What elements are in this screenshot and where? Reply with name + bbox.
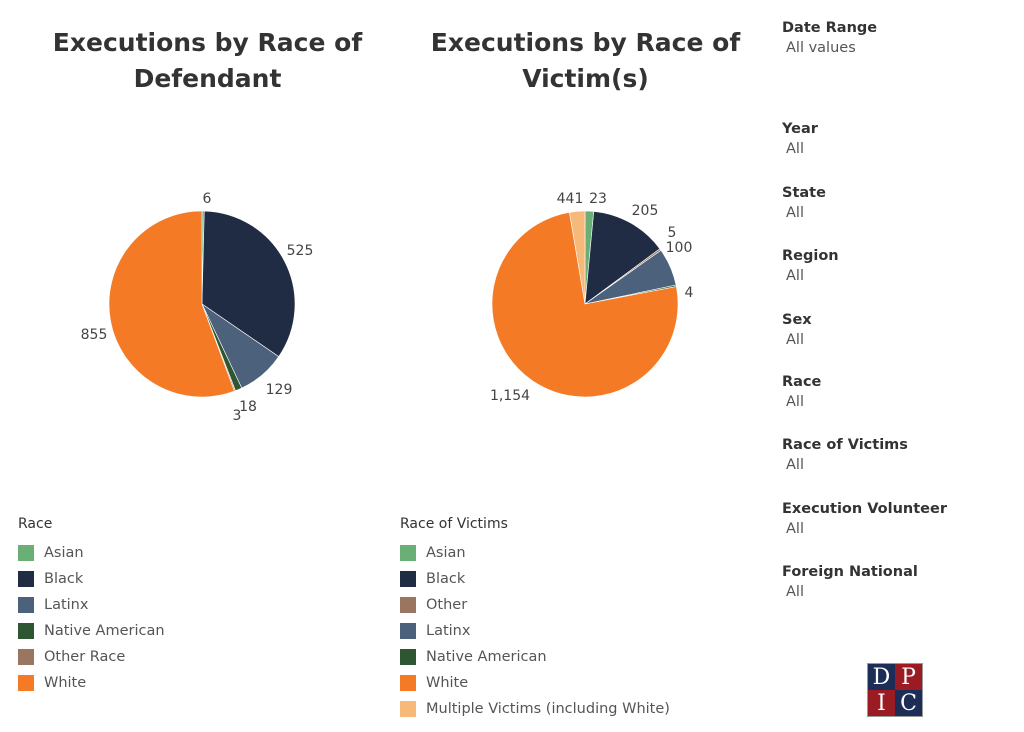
data-label: 1,154 (490, 388, 530, 404)
legend-label: Latinx (426, 623, 471, 639)
legend-swatch (400, 701, 416, 717)
legend-swatch (18, 545, 34, 561)
legend-item[interactable]: White (18, 670, 165, 696)
filter-year[interactable]: Year All (782, 121, 1012, 157)
data-label: 5 (668, 225, 677, 241)
filter-race[interactable]: Race All (782, 374, 1012, 410)
legend-item[interactable]: Multiple Victims (including White) (400, 696, 670, 722)
filter-value[interactable]: All values (786, 40, 856, 56)
data-label: 205 (632, 203, 659, 219)
filter-date-range[interactable]: Date Range All values (782, 20, 1012, 56)
filter-value[interactable]: All (786, 268, 804, 284)
data-label: 441 (557, 191, 584, 207)
legend-swatch (400, 649, 416, 665)
legend-swatch (18, 649, 34, 665)
legend-label: Other (426, 597, 468, 613)
legend-label: Native American (44, 623, 165, 639)
chart-title-defendant: Executions by Race of Defendant (52, 28, 363, 93)
legend-item[interactable]: Black (400, 566, 670, 592)
legend-swatch (18, 675, 34, 691)
legend-label: White (426, 675, 469, 691)
legend-label: Black (44, 571, 84, 587)
pie-slice-white[interactable] (491, 211, 679, 398)
legend-label: Native American (426, 649, 547, 665)
legend-title: Race of Victims (400, 516, 508, 532)
legend-item[interactable]: Native American (400, 644, 670, 670)
legend-swatch (18, 571, 34, 587)
legend-swatch (400, 675, 416, 691)
legend-item[interactable]: Latinx (18, 592, 165, 618)
legend-label: White (44, 675, 87, 691)
filter-value[interactable]: All (786, 394, 804, 410)
legend-title: Race (18, 516, 53, 532)
filter-value[interactable]: All (786, 141, 804, 157)
filter-value[interactable]: All (786, 205, 804, 221)
legend-swatch (18, 597, 34, 613)
pie-slice-black[interactable] (584, 211, 661, 305)
filter-value[interactable]: All (786, 521, 804, 537)
logo-letter: D (868, 664, 895, 690)
pie-slice-white[interactable] (108, 210, 235, 398)
legend-item[interactable]: Other (400, 592, 670, 618)
legend-item[interactable]: Latinx (400, 618, 670, 644)
filter-label: Date Range (782, 20, 878, 36)
data-label: 100 (666, 240, 693, 256)
logo-letter: P (895, 664, 922, 690)
legend-label: Black (426, 571, 466, 587)
filter-label: Year (782, 121, 818, 137)
legend-swatch (400, 597, 416, 613)
filter-label: Race (782, 374, 822, 390)
dpic-logo: D P I C (868, 664, 922, 716)
filter-label: Race of Victims (782, 437, 908, 453)
legend-item[interactable]: Other Race (18, 644, 165, 670)
data-label: 18 (239, 399, 257, 415)
legend-swatch (400, 571, 416, 587)
legend-item[interactable]: Black (18, 566, 165, 592)
legend-item[interactable]: Asian (400, 540, 670, 566)
filter-value[interactable]: All (786, 457, 804, 473)
legend-label: Asian (426, 545, 466, 561)
legend-item[interactable]: Asian (18, 540, 165, 566)
legend-label: Multiple Victims (including White) (426, 701, 670, 717)
filter-label: Region (782, 248, 839, 264)
logo-letter: C (895, 690, 922, 716)
legend-item[interactable]: White (400, 670, 670, 696)
filter-sex[interactable]: Sex All (782, 312, 1012, 348)
filter-state[interactable]: State All (782, 185, 1012, 221)
legend-swatch (18, 623, 34, 639)
legend-label: Asian (44, 545, 84, 561)
data-label: 129 (266, 382, 293, 398)
filter-race-of-victims[interactable]: Race of Victims All (782, 437, 1012, 473)
legend-label: Other Race (44, 649, 126, 665)
legend-swatch (400, 545, 416, 561)
filter-label: State (782, 185, 826, 201)
filter-label: Foreign National (782, 564, 918, 580)
filter-foreign-national[interactable]: Foreign National All (782, 564, 1012, 600)
filter-value[interactable]: All (786, 332, 804, 348)
legend-race: Race Asian Black Latinx Native American Othe… (18, 516, 165, 696)
logo-letter: I (868, 690, 895, 716)
legend-label: Latinx (44, 597, 89, 613)
data-label: 525 (287, 243, 314, 259)
legend-race-of-victims: Race of Victims Asian Black Other Latinx Nat… (400, 516, 670, 722)
data-label: 3 (233, 408, 242, 424)
data-label: 4 (685, 285, 694, 301)
pie-slice-black[interactable] (201, 210, 296, 358)
filter-label: Execution Volunteer (782, 501, 948, 517)
data-label: 23 (589, 191, 607, 207)
data-label: 6 (203, 191, 212, 207)
legend-swatch (400, 623, 416, 639)
filter-execution-volunteer[interactable]: Execution Volunteer All (782, 501, 1012, 537)
filter-label: Sex (782, 312, 812, 328)
chart-title-victims: Executions by Race of Victim(s) (430, 28, 741, 93)
filter-region[interactable]: Region All (782, 248, 1012, 284)
data-label: 855 (81, 327, 108, 343)
pie-slice-multiple-victims-including-white[interactable] (569, 210, 586, 305)
filter-value[interactable]: All (786, 584, 804, 600)
legend-item[interactable]: Native American (18, 618, 165, 644)
